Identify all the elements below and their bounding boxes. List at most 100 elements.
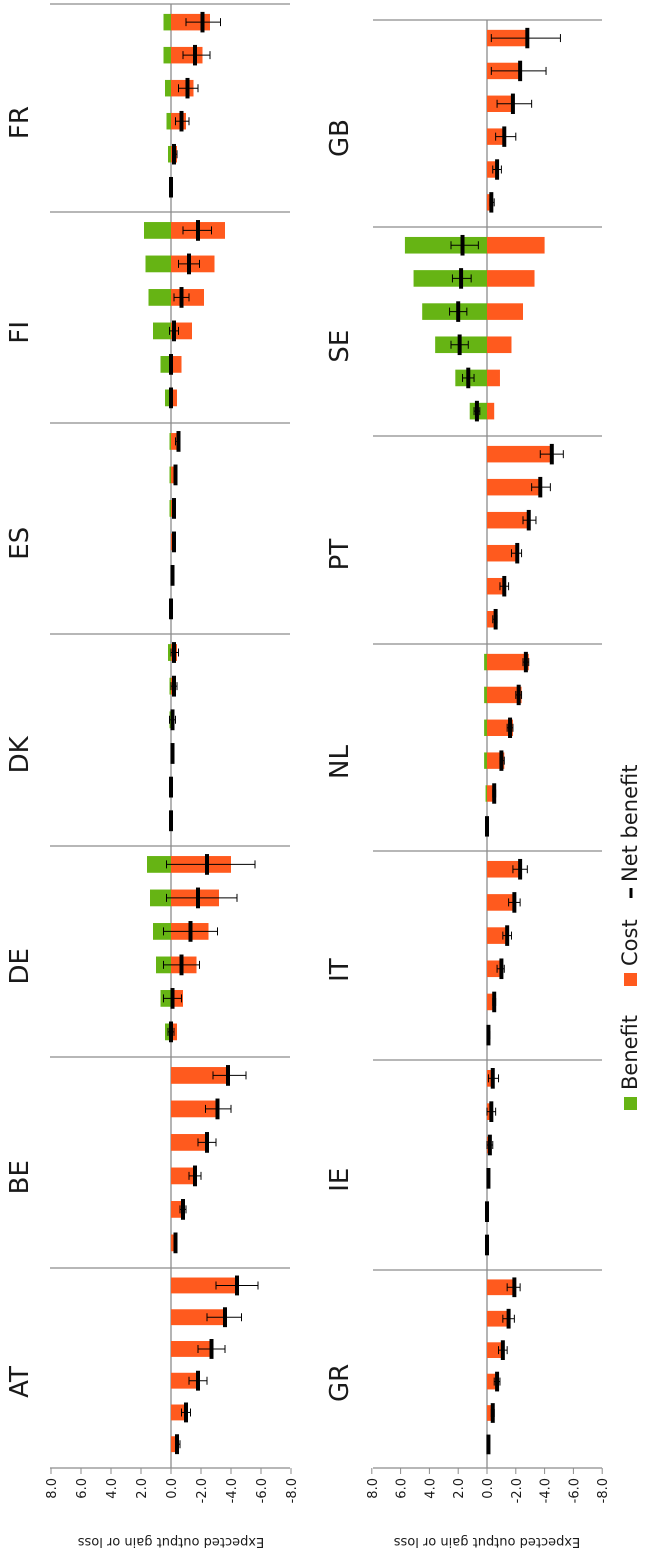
cost-bar	[171, 1201, 183, 1218]
benefit-bar	[163, 46, 171, 64]
tick-label: -4.0	[225, 1478, 240, 1503]
cost-bar	[487, 336, 512, 354]
tick-label: 4.0	[423, 1478, 438, 1499]
tick-label: -8.0	[596, 1478, 611, 1503]
cost-bar	[171, 1234, 176, 1252]
country-label: FI	[5, 321, 35, 344]
benefit-bar	[153, 322, 171, 340]
tick-label: -8.0	[285, 1478, 300, 1503]
tick-label: 6.0	[75, 1478, 90, 1499]
benefit-bar	[165, 79, 171, 97]
tick-label: 4.0	[105, 1478, 120, 1499]
tick-label: -4.0	[539, 1478, 554, 1503]
cost-bar	[487, 161, 498, 178]
cost-bar	[487, 369, 500, 387]
benefit-bar	[147, 856, 171, 873]
benefit-bar	[169, 500, 171, 517]
cost-bar	[171, 389, 177, 407]
cost-bar	[487, 270, 535, 287]
country-label: SE	[325, 330, 355, 363]
country-label: AT	[5, 1366, 35, 1398]
benefit-bar	[404, 236, 487, 254]
legend: Benefit Cost Net benefit	[618, 765, 642, 1110]
cost-bar	[171, 1309, 225, 1326]
cost-bar	[487, 686, 522, 704]
cost-bar	[487, 544, 518, 562]
cost-bar	[487, 445, 552, 463]
tick-label: 8.0	[45, 1478, 60, 1499]
tick-label: -6.0	[567, 1478, 582, 1503]
cost-bar	[487, 785, 496, 802]
benefit-bar	[168, 145, 171, 163]
cost-bar	[171, 1341, 212, 1357]
tick-label: -2.0	[195, 1478, 210, 1503]
cost-bar	[487, 511, 529, 529]
country-label: DE	[5, 948, 35, 984]
cost-bar	[171, 322, 192, 340]
tick-label: 2.0	[135, 1478, 150, 1499]
cost-bar	[487, 960, 502, 978]
tick-label: 2.0	[452, 1478, 467, 1499]
cost-bar	[171, 1167, 195, 1185]
cost-bar	[487, 927, 508, 944]
benefit-bar	[484, 752, 487, 769]
benefit-bar	[163, 13, 171, 31]
benefit-bar	[485, 785, 487, 802]
cost-bar	[487, 303, 523, 320]
benefit-bar	[169, 466, 171, 484]
benefit-bar	[413, 270, 487, 287]
tick-label: -6.0	[255, 1478, 270, 1503]
country-label: DK	[5, 735, 35, 773]
cost-bar	[487, 993, 495, 1011]
legend-net-label: Net benefit	[618, 765, 642, 882]
country-label: ES	[5, 527, 35, 560]
country-label: NL	[325, 745, 355, 779]
cost-bar	[171, 1100, 218, 1118]
tick-label: -2.0	[510, 1478, 525, 1503]
cost-bar	[487, 1405, 493, 1421]
benefit-bar	[169, 433, 171, 450]
legend-cost-label: Cost	[618, 919, 642, 966]
legend-cost-swatch	[624, 973, 637, 986]
country-label: FR	[5, 106, 35, 139]
cost-bar	[487, 1373, 498, 1390]
tick-label: 0.0	[481, 1478, 496, 1499]
benefit-bar	[165, 389, 171, 407]
country-label: PT	[325, 539, 355, 571]
legend-benefit-label: Benefit	[618, 1015, 642, 1090]
benefit-bar	[168, 644, 171, 661]
cost-bar	[487, 194, 492, 211]
tick-label: 8.0	[366, 1478, 381, 1499]
cost-bar	[487, 653, 529, 671]
country-label: IT	[325, 958, 355, 982]
legend-benefit-swatch	[624, 1097, 637, 1110]
country-label: IE	[325, 1168, 355, 1192]
country-label: GR	[325, 1364, 355, 1402]
bars-layer	[144, 11, 564, 1455]
cost-bar	[171, 1372, 198, 1389]
benefit-bar	[145, 255, 171, 273]
cost-bar	[171, 1436, 177, 1453]
cost-bar	[487, 402, 495, 420]
cost-bar	[487, 478, 541, 496]
country-label: BE	[5, 1160, 35, 1194]
cost-bar	[487, 577, 505, 595]
cost-bar	[487, 610, 496, 628]
axis-title: Expected output gain or loss	[394, 1534, 581, 1549]
benefit-bar	[150, 889, 171, 907]
tick-label: 6.0	[395, 1478, 410, 1499]
benefit-bar	[160, 356, 171, 373]
benefit-bar	[484, 719, 487, 736]
country-label: GB	[325, 119, 355, 157]
tick-label: 0.0	[165, 1478, 180, 1499]
benefit-bar	[166, 112, 171, 130]
benefit-bar	[148, 289, 171, 306]
benefit-bar	[153, 923, 171, 940]
axes-layer	[50, 3, 603, 1474]
cost-bar	[171, 1404, 186, 1421]
benefit-bar	[484, 653, 487, 671]
cost-bar	[487, 894, 515, 911]
benefit-bar	[484, 686, 487, 704]
cost-bar	[171, 1277, 237, 1294]
